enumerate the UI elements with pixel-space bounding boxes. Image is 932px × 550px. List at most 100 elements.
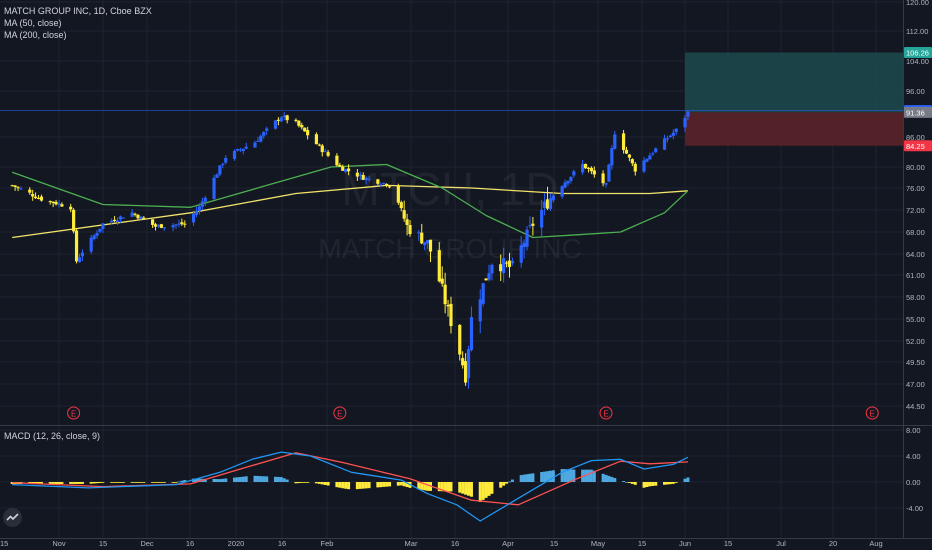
candle-body bbox=[297, 120, 301, 126]
macd-histogram-bar bbox=[648, 482, 652, 487]
macd-histogram-bar bbox=[379, 482, 383, 488]
price-tick-label: 76.00 bbox=[906, 184, 925, 193]
candle-body bbox=[282, 115, 286, 118]
candle-body bbox=[402, 210, 406, 219]
candle-body bbox=[507, 260, 512, 267]
candle-body bbox=[139, 216, 143, 220]
macd-histogram-bar bbox=[505, 482, 509, 484]
candle-body bbox=[560, 186, 564, 197]
candle-body bbox=[314, 134, 319, 145]
macd-histogram-bar bbox=[402, 482, 406, 487]
candle-body bbox=[355, 172, 359, 177]
macd-histogram-bar bbox=[540, 472, 544, 482]
candle-body bbox=[382, 182, 386, 184]
ma50-legend[interactable]: MA (50, close) bbox=[4, 18, 62, 28]
macd-histogram-bar bbox=[405, 482, 409, 488]
macd-histogram-bar bbox=[133, 482, 137, 483]
macd-histogram-bar bbox=[668, 482, 672, 485]
macd-histogram-bar bbox=[396, 482, 400, 486]
macd-histogram-bar bbox=[589, 469, 593, 482]
candle-body bbox=[572, 171, 576, 176]
candle-body bbox=[259, 135, 263, 142]
candle-body bbox=[671, 132, 675, 136]
macd-legend[interactable]: MACD (12, 26, close, 9) bbox=[4, 431, 101, 441]
macd-histogram-bar bbox=[671, 482, 675, 484]
macd-histogram-bar bbox=[110, 482, 114, 483]
macd-tick-label: 4.00 bbox=[906, 452, 921, 461]
tradingview-logo[interactable] bbox=[3, 508, 22, 527]
macd-histogram-bar bbox=[355, 482, 359, 490]
candle-body bbox=[540, 209, 544, 228]
long-position-zones[interactable] bbox=[0, 52, 903, 146]
macd-histogram-bar bbox=[306, 482, 310, 483]
price-tick-label: 120.00 bbox=[906, 0, 929, 7]
candle-body bbox=[604, 183, 608, 185]
candle-body bbox=[630, 159, 634, 164]
candle-body bbox=[528, 225, 532, 227]
macd-histogram-bar bbox=[300, 482, 304, 483]
candle-body bbox=[174, 224, 178, 226]
candle-body bbox=[662, 138, 667, 150]
candle-body bbox=[601, 173, 605, 184]
price-tick-label: 47.00 bbox=[906, 380, 925, 389]
macd-histogram-bar bbox=[510, 479, 514, 482]
macd-histogram-bar bbox=[367, 482, 371, 489]
candle-body bbox=[581, 163, 585, 173]
macd-histogram-bar bbox=[642, 482, 646, 488]
target-zone bbox=[685, 52, 903, 113]
earnings-marker-label: E bbox=[71, 410, 76, 419]
macd-line bbox=[12, 451, 689, 522]
time-tick-label: 15 bbox=[550, 539, 558, 548]
candle-body bbox=[221, 163, 225, 165]
time-tick-label: Aug bbox=[869, 539, 882, 548]
price-tick-label: 52.00 bbox=[906, 337, 925, 346]
macd-histogram-bar bbox=[683, 478, 687, 482]
candle-body bbox=[92, 235, 96, 240]
macd-histogram-bar bbox=[423, 482, 427, 491]
ma50-line bbox=[11, 163, 689, 239]
candle-body bbox=[72, 209, 76, 232]
macd-histogram-bar bbox=[69, 482, 73, 484]
macd-histogram-bar bbox=[116, 482, 120, 483]
time-tick-label: Nov bbox=[52, 539, 66, 548]
time-tick-label: Mar bbox=[405, 539, 418, 548]
price-tag bbox=[904, 106, 932, 118]
candle-body bbox=[428, 239, 433, 252]
price-tick-label: 64.00 bbox=[906, 250, 925, 259]
candle-body bbox=[461, 358, 465, 366]
macd-histogram-bar bbox=[244, 476, 248, 482]
macd-histogram-bar bbox=[674, 482, 678, 483]
macd-histogram-bar bbox=[279, 477, 283, 482]
candle-body bbox=[668, 135, 672, 138]
candle-body bbox=[627, 154, 632, 158]
macd-histogram-bar bbox=[253, 475, 257, 482]
macd-histogram-bar bbox=[563, 469, 567, 482]
macd-histogram-bar bbox=[467, 482, 471, 496]
macd-histogram-bar bbox=[262, 476, 266, 482]
candle-body bbox=[244, 146, 248, 149]
macd-histogram-bar bbox=[522, 474, 526, 482]
macd-histogram-bar bbox=[548, 470, 552, 482]
candle-body bbox=[545, 199, 550, 209]
candle-body bbox=[323, 151, 327, 153]
candle-body bbox=[464, 361, 468, 383]
candle-body bbox=[13, 185, 17, 187]
candle-body bbox=[425, 240, 430, 244]
macd-histogram-bar bbox=[75, 482, 79, 484]
candle-body bbox=[385, 183, 389, 186]
macd-histogram-bar bbox=[77, 482, 81, 484]
candle-body bbox=[481, 283, 485, 304]
symbol-title: MATCH GROUP INC, 1D, Cboe BZX bbox=[4, 6, 152, 16]
candle-body bbox=[33, 196, 38, 199]
macd-histogram-bar bbox=[154, 482, 158, 483]
price-tick-label: 86.00 bbox=[906, 133, 925, 142]
macd-histogram-bar bbox=[174, 482, 178, 483]
macd-histogram-bar bbox=[238, 476, 242, 482]
time-tick-label: May bbox=[591, 539, 605, 548]
candle-body bbox=[121, 217, 125, 219]
candle-body bbox=[423, 241, 427, 246]
ma200-legend[interactable]: MA (200, close) bbox=[4, 30, 67, 40]
macd-histogram-bar bbox=[130, 482, 134, 483]
